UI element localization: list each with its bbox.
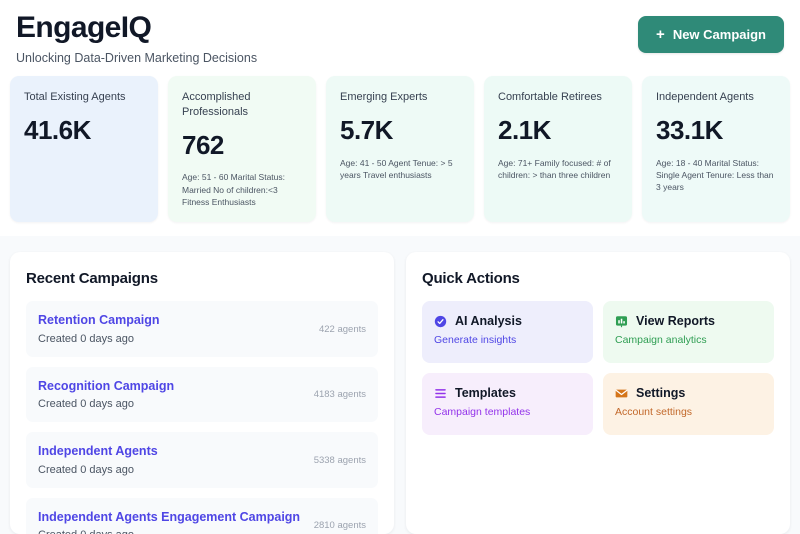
recent-campaigns-list: Retention Campaign Created 0 days ago 422 …	[26, 301, 378, 534]
ai-circle-icon	[434, 315, 447, 328]
campaign-name[interactable]: Independent Agents Engagement Campaign	[38, 509, 301, 524]
new-campaign-button[interactable]: + New Campaign	[638, 16, 784, 53]
stat-card-detail: Age: 71+ Family focused: # of children: …	[498, 157, 611, 180]
campaign-row[interactable]: Retention Campaign Created 0 days ago 422 …	[26, 301, 378, 357]
quick-action-title: Templates	[455, 386, 516, 401]
campaign-row[interactable]: Recognition Campaign Created 0 days ago 41…	[26, 366, 378, 423]
quick-action-card[interactable]: Settings Account settings	[603, 373, 774, 436]
campaign-agent-count: 5338 agents	[313, 454, 366, 466]
campaign-created-meta: Created 0 days ago	[38, 528, 300, 534]
page-header: EngageIQ Unlocking Data-Driven Marketing…	[0, 0, 800, 77]
quick-action-head: Settings	[615, 386, 762, 400]
stat-card-label: Accomplished Professionals	[182, 91, 251, 119]
stat-card: Total Existing Agents 41.6K	[10, 76, 158, 223]
list-lines-icon	[434, 387, 447, 400]
chart-square-icon	[615, 315, 628, 328]
campaign-agent-count: 4183 agents	[313, 389, 366, 401]
stat-card-detail: Age: 18 - 40 Marital Status: Single Agen…	[656, 157, 774, 193]
stat-card-value: 33.1K	[656, 115, 723, 146]
plus-icon: +	[656, 26, 665, 43]
stat-card-detail: Age: 51 - 60 Marital Status: Married No …	[182, 172, 285, 207]
quick-action-title: View Reports	[636, 314, 715, 329]
quick-action-subtitle: Account settings	[615, 406, 693, 419]
quick-action-card[interactable]: View Reports Campaign analytics	[603, 301, 774, 364]
stat-card-value: 5.7K	[340, 115, 393, 146]
stat-card-value: 2.1K	[498, 115, 551, 146]
dashboard-lower-band: Recent Campaigns Retention Campaign Creat…	[0, 236, 800, 534]
recent-campaigns-title: Recent Campaigns	[26, 270, 158, 288]
campaign-created-meta: Created 0 days ago	[38, 463, 135, 476]
stat-card-label: Total Existing Agents	[24, 91, 126, 104]
stat-card: Emerging Experts 5.7K Age: 41 - 50 Agent T…	[326, 76, 474, 223]
campaign-row[interactable]: Independent Agents Created 0 days ago 5338…	[26, 432, 378, 488]
quick-actions-grid: AI Analysis Generate insights View Reports…	[422, 301, 774, 436]
stat-card-label: Emerging Experts	[340, 91, 428, 104]
quick-action-subtitle: Campaign analytics	[615, 334, 707, 347]
quick-actions-panel: Quick Actions AI Analysis Generate insigh…	[406, 252, 790, 534]
quick-action-card[interactable]: AI Analysis Generate insights	[422, 301, 593, 364]
quick-action-head: View Reports	[615, 314, 762, 328]
new-campaign-label: New Campaign	[672, 27, 766, 42]
stat-card-value: 41.6K	[24, 115, 91, 146]
campaign-row-text: Retention Campaign Created 0 days ago	[38, 312, 160, 346]
stat-cards-row: Total Existing Agents 41.6K Accomplished P…	[0, 76, 800, 236]
page-subtitle: Unlocking Data-Driven Marketing Decision…	[16, 51, 258, 66]
quick-action-head: Templates	[434, 386, 581, 400]
stat-card-label: Comfortable Retirees	[498, 91, 602, 104]
quick-action-title: AI Analysis	[455, 314, 522, 329]
stat-card-detail: Age: 41 - 50 Agent Tenue: > 5 years Trav…	[340, 157, 453, 180]
campaign-row-text: Independent Agents Engagement Campaign Cr…	[38, 509, 300, 534]
campaign-agent-count: 422 agents	[318, 323, 366, 335]
campaign-created-meta: Created 0 days ago	[38, 398, 135, 411]
campaign-name[interactable]: Independent Agents	[38, 444, 158, 459]
campaign-created-meta: Created 0 days ago	[38, 332, 135, 345]
campaign-row-text: Recognition Campaign Created 0 days ago	[38, 378, 174, 412]
stat-card: Comfortable Retirees 2.1K Age: 71+ Family …	[484, 76, 632, 223]
stat-card: Accomplished Professionals 762 Age: 51 - 6…	[168, 76, 316, 223]
quick-action-subtitle: Generate insights	[434, 334, 517, 347]
stat-card-label: Independent Agents	[656, 91, 754, 104]
quick-actions-title: Quick Actions	[422, 270, 520, 288]
campaign-row[interactable]: Independent Agents Engagement Campaign Cr…	[26, 497, 378, 534]
quick-action-head: AI Analysis	[434, 314, 581, 328]
page-title: EngageIQ	[16, 11, 152, 44]
stat-card: Independent Agents 33.1K Age: 18 - 40 Mari…	[642, 76, 790, 223]
recent-campaigns-panel: Recent Campaigns Retention Campaign Creat…	[10, 252, 394, 534]
quick-action-title: Settings	[636, 386, 686, 401]
campaign-agent-count: 2810 agents	[313, 520, 366, 532]
envelope-icon	[615, 387, 628, 400]
campaign-name[interactable]: Retention Campaign	[38, 313, 160, 328]
brand-block: EngageIQ Unlocking Data-Driven Marketing…	[16, 10, 257, 66]
campaign-name[interactable]: Recognition Campaign	[38, 378, 175, 393]
stat-card-value: 762	[182, 130, 224, 161]
quick-action-subtitle: Campaign templates	[434, 406, 531, 419]
campaign-row-text: Independent Agents Created 0 days ago	[38, 443, 158, 477]
quick-action-card[interactable]: Templates Campaign templates	[422, 373, 593, 436]
